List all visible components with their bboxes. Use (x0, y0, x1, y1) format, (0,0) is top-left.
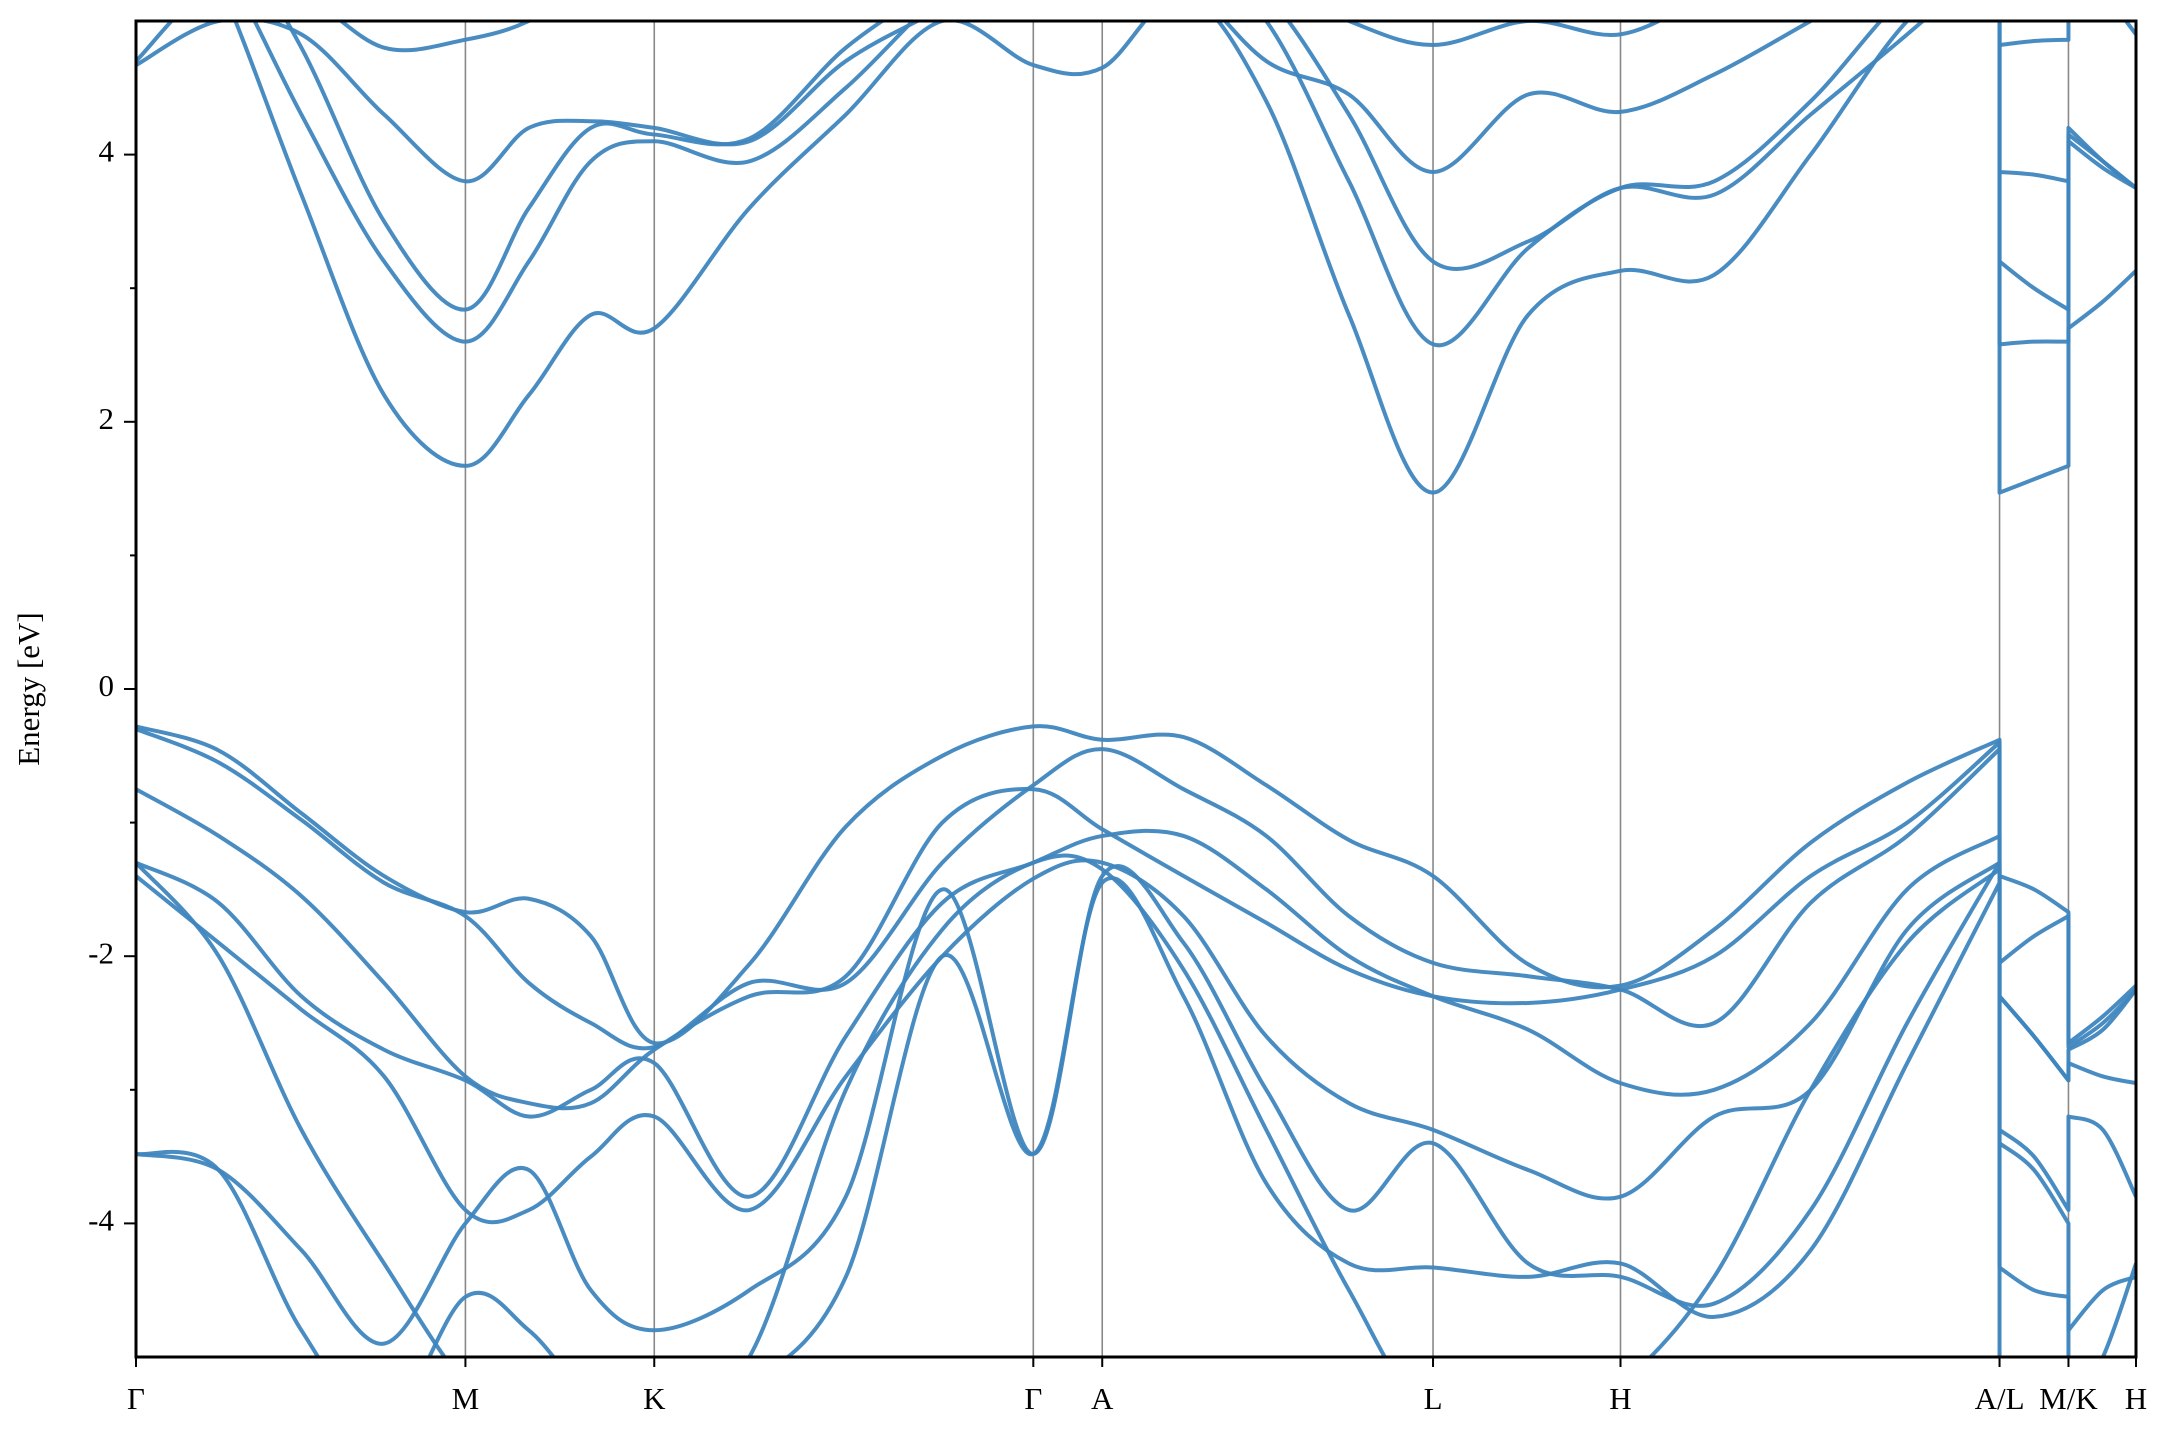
plot-frame (134, 19, 2138, 1359)
x-tick-label: M/K (2039, 1381, 2098, 1416)
axes: Γ M K Γ A L H A/L M/K H -4 -2 0 2 4 (88, 134, 2147, 1416)
band-line (136, 724, 2136, 1046)
x-tick-label: A (1091, 1381, 1114, 1416)
band-line (136, 740, 2136, 1111)
y-tick-label: 4 (99, 134, 115, 169)
x-tick-label: A/L (1975, 1381, 2025, 1416)
x-tick-label: M (452, 1381, 480, 1416)
band-line (136, 828, 2136, 1199)
y-tick-label: 2 (99, 401, 115, 436)
x-tick-label: H (2125, 1381, 2147, 1416)
y-axis-label: Energy [eV] (11, 612, 46, 766)
grid (135, 21, 2137, 1357)
band-line (136, 860, 2136, 1346)
band-line (252, 21, 2136, 348)
band-line (136, 21, 2136, 63)
band-line (136, 876, 2136, 1357)
x-tick-label: K (643, 1381, 666, 1416)
band-line (284, 21, 2136, 312)
x-tick-label: H (1609, 1381, 1631, 1416)
x-tick-label: Γ (127, 1381, 145, 1416)
y-tick-label: 0 (99, 668, 115, 703)
band-line (136, 727, 2136, 1051)
y-tick-label: -2 (88, 935, 114, 970)
x-tick-label: L (1424, 1381, 1443, 1416)
bands (136, 21, 2136, 1357)
y-tick-label: -4 (88, 1203, 114, 1238)
x-tick-label: Γ (1024, 1381, 1042, 1416)
band-line (136, 853, 2002, 1357)
band-line (136, 21, 2136, 190)
